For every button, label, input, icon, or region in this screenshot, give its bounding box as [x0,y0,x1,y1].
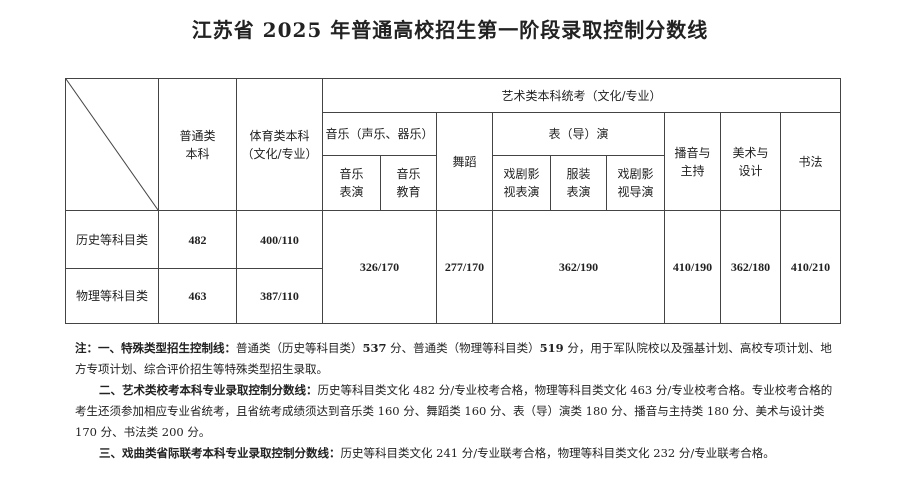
score-cell: 326/170 [322,210,437,324]
score-cell: 482 [158,210,237,269]
score-cell: 410/190 [664,210,721,324]
header-cell: 体育类本科 （文化/专业） [236,78,323,211]
note-heading: 三、戏曲类省际联考本科专业录取控制分数线： [99,446,341,460]
note-text: 历史等科目类文化 241 分/专业联考合格，物理等科目类文化 232 分/专业联… [340,446,775,460]
note-heading: 二、艺术类校考本科专业录取控制分数线： [99,383,318,397]
diagonal [66,79,158,210]
score-cell: 362/180 [720,210,781,324]
note-heading: 注：一、特殊类型招生控制线： [75,341,236,355]
note-text: 历史等科目类文化 482 分/专业校考合格，物理等科目类文化 463 分/专业校… [75,383,833,439]
score-cell: 400/110 [236,210,323,269]
corner-cell [65,78,159,211]
row-label: 历史等科目类 [65,210,159,269]
note-text: 普通类（历史等科目类） [236,341,363,355]
score-cell: 463 [158,268,237,324]
note: 二、艺术类校考本科专业录取控制分数线：历史等科目类文化 482 分/专业校考合格… [75,380,835,443]
title: 江苏省 2025 年普通高校招生第一阶段录取控制分数线 [191,18,709,42]
note: 三、戏曲类省际联考本科专业录取控制分数线：历史等科目类文化 241 分/专业联考… [75,443,835,464]
score-cell: 410/210 [779,210,842,324]
note-heading: 537 [362,341,387,355]
header-cell: 音乐（声乐、器乐） [322,112,437,156]
header-cell: 普通类 本科 [158,78,237,211]
header-cell: 美术与 设计 [720,112,781,211]
header-cell: 服装 表演 [550,155,607,211]
header-cell: 舞蹈 [436,112,493,211]
note: 注：一、特殊类型招生控制线：普通类（历史等科目类）537 分、普通类（物理等科目… [75,338,835,380]
header-cell: 戏剧影 视表演 [492,155,551,211]
header-cell: 音乐 教育 [380,155,437,211]
header-cell: 书法 [779,112,842,211]
note-text: 分、普通类（物理等科目类） [386,341,540,355]
score-table: 普通类 本科 体育类本科 （文化/专业） 艺术类本科统考（文化/专业） 音乐（声… [65,78,842,324]
score-cell: 277/170 [436,210,493,324]
score-cell: 387/110 [236,268,323,324]
header-cell: 音乐 表演 [322,155,381,211]
note-heading: 519 [539,341,564,355]
header-cell: 表（导）演 [492,112,665,156]
score-cell: 362/190 [492,210,665,324]
header-cell: 播音与 主持 [664,112,721,211]
header-cell: 艺术类本科统考（文化/专业） [321,78,842,113]
notes: 注：一、特殊类型招生控制线：普通类（历史等科目类）537 分、普通类（物理等科目… [75,338,835,464]
header-cell: 戏剧影 视导演 [606,155,665,211]
row-label: 物理等科目类 [65,268,159,324]
note-text: 分，用于军队院校以及强基计划、高校专项计划、地方专项计划、综合评价招生等特殊类型… [75,341,832,376]
